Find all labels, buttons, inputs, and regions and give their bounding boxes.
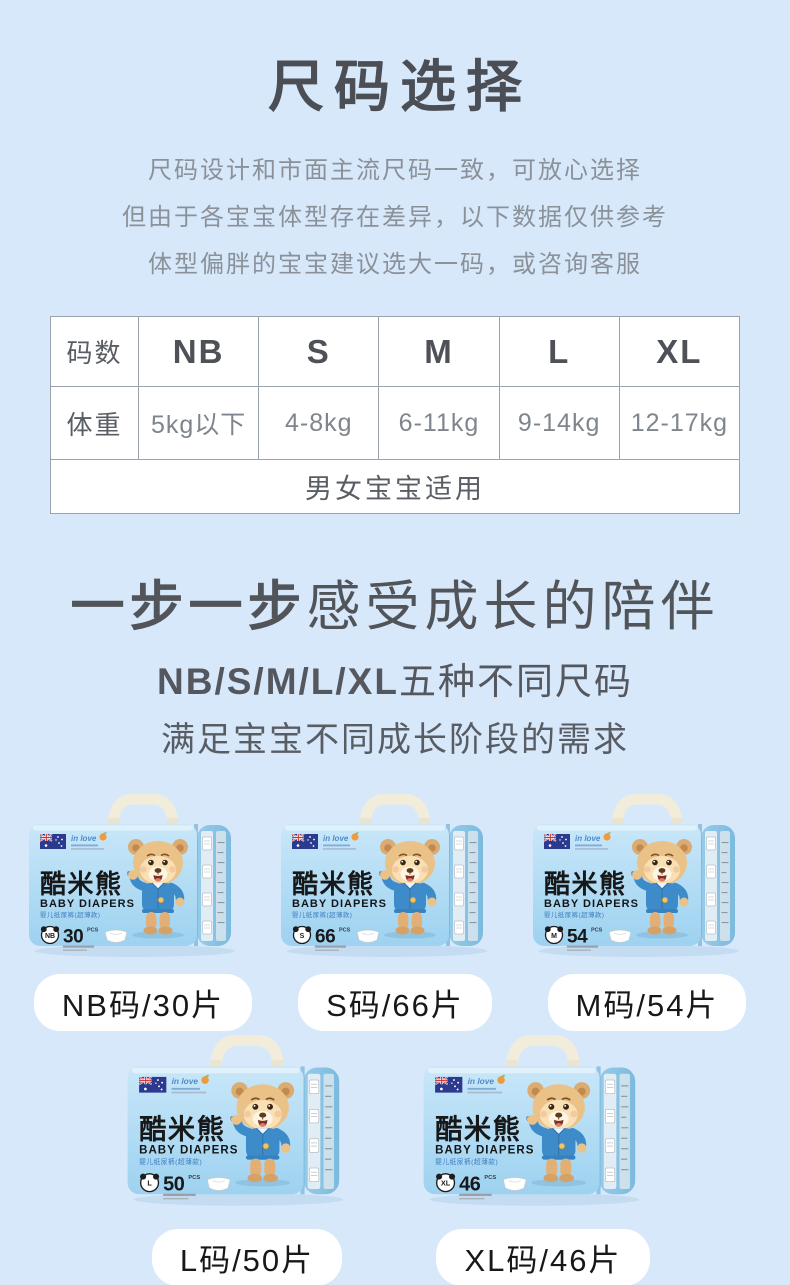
package-pcs-unit: PCS [484,1175,496,1181]
product-label-l: L码/50片 [151,1229,343,1285]
product-package-image-s: S 66 PCS [275,794,515,962]
product-label-xl: XL码/46片 [436,1229,650,1285]
package-count: 30 [63,927,83,948]
product-row-2: L 50 PCS L码/50片 XL 46 PCS XL码/46片 [0,1035,790,1285]
subtitle-line-3: 体型偏胖的宝宝建议选大一码，或咨询客服 [148,251,642,278]
package-count: 66 [315,927,335,948]
product-label-nb: NB码/30片 [33,974,253,1031]
product-card-s: S 66 PCS S码/66片 [275,794,515,1031]
package-size-badge-text: L [147,1179,152,1188]
product-card-l: L 50 PCS L码/50片 [121,1035,373,1285]
table-footer-note: 男女宝宝适用 [50,459,740,514]
page-title: 尺码选择 [268,55,532,118]
package-size-badge-text: S [300,933,305,940]
growth-line-1-rest: 五种不同尺码 [398,661,633,702]
package-pcs-unit: PCS [87,928,99,934]
package-count: 50 [163,1174,185,1196]
size-cell-s: S [258,316,380,387]
product-label-m: M码/54片 [547,974,747,1031]
size-table: 码数 NB S M L XL 体重 5kg以下 4-8kg 6-11kg 9-1… [50,316,741,514]
product-package-image-m: M 54 PCS [527,794,767,962]
product-card-m: M 54 PCS M码/54片 [527,794,767,1031]
weight-row: 体重 5kg以下 4-8kg 6-11kg 9-14kg 12-17kg [50,386,741,460]
package-pcs-unit: PCS [188,1175,200,1181]
size-subtitle: 尺码设计和市面主流尺码一致，可放心选择 但由于各宝宝体型存在差异，以下数据仅供参… [0,147,790,288]
growth-heading-rest: 感受成长的陪伴 [306,577,720,637]
subtitle-line-2: 但由于各宝宝体型存在差异，以下数据仅供参考 [122,204,668,231]
subtitle-line-1: 尺码设计和市面主流尺码一致，可放心选择 [148,157,642,184]
growth-line-1-sizes: NB/S/M/L/XL [157,661,399,702]
weight-cell-nb: 5kg以下 [137,386,260,460]
size-cell-l: L [498,316,620,387]
product-card-nb: NB 30 PCS NB码/30片 [23,794,263,1031]
weight-row-label: 体重 [50,386,139,460]
product-package-image-nb: NB 30 PCS [23,794,263,962]
weight-cell-l: 9-14kg [498,386,620,460]
size-cell-nb: NB [137,316,260,387]
size-cell-m: M [378,316,500,387]
package-size-badge-text: NB [45,933,55,940]
growth-heading-bold: 一步一步 [70,577,307,637]
package-pcs-unit: PCS [591,928,603,934]
package-count: 54 [567,927,588,948]
growth-line-2: 满足宝宝不同成长阶段的需求 [161,721,629,759]
growth-section: 一步一步感受成长的陪伴 NB/S/M/L/XL五种不同尺码 满足宝宝不同成长阶段… [0,572,790,762]
product-label-s: S码/66片 [298,974,492,1031]
growth-heading: 一步一步感受成长的陪伴 [0,572,790,642]
size-cell-xl: XL [618,316,741,387]
weight-cell-s: 4-8kg [258,386,380,460]
product-row-1: NB 30 PCS NB码/30片 S 66 PCS S码/66片 M 54 P… [0,794,790,1031]
package-pcs-unit: PCS [339,928,351,934]
package-count: 46 [459,1174,481,1196]
product-card-xl: XL 46 PCS XL码/46片 [417,1035,669,1285]
size-row-label: 码数 [50,316,139,387]
size-table-header-row: 码数 NB S M L XL [50,316,741,387]
product-package-image-xl: XL 46 PCS [417,1035,669,1211]
package-size-badge-text: M [551,933,557,940]
weight-cell-m: 6-11kg [378,386,500,460]
table-footer-row: 男女宝宝适用 [50,459,740,514]
package-size-badge-text: XL [441,1179,451,1188]
product-package-image-l: L 50 PCS [121,1035,373,1211]
weight-cell-xl: 12-17kg [618,386,741,460]
growth-line-1: NB/S/M/L/XL五种不同尺码 [0,658,790,706]
